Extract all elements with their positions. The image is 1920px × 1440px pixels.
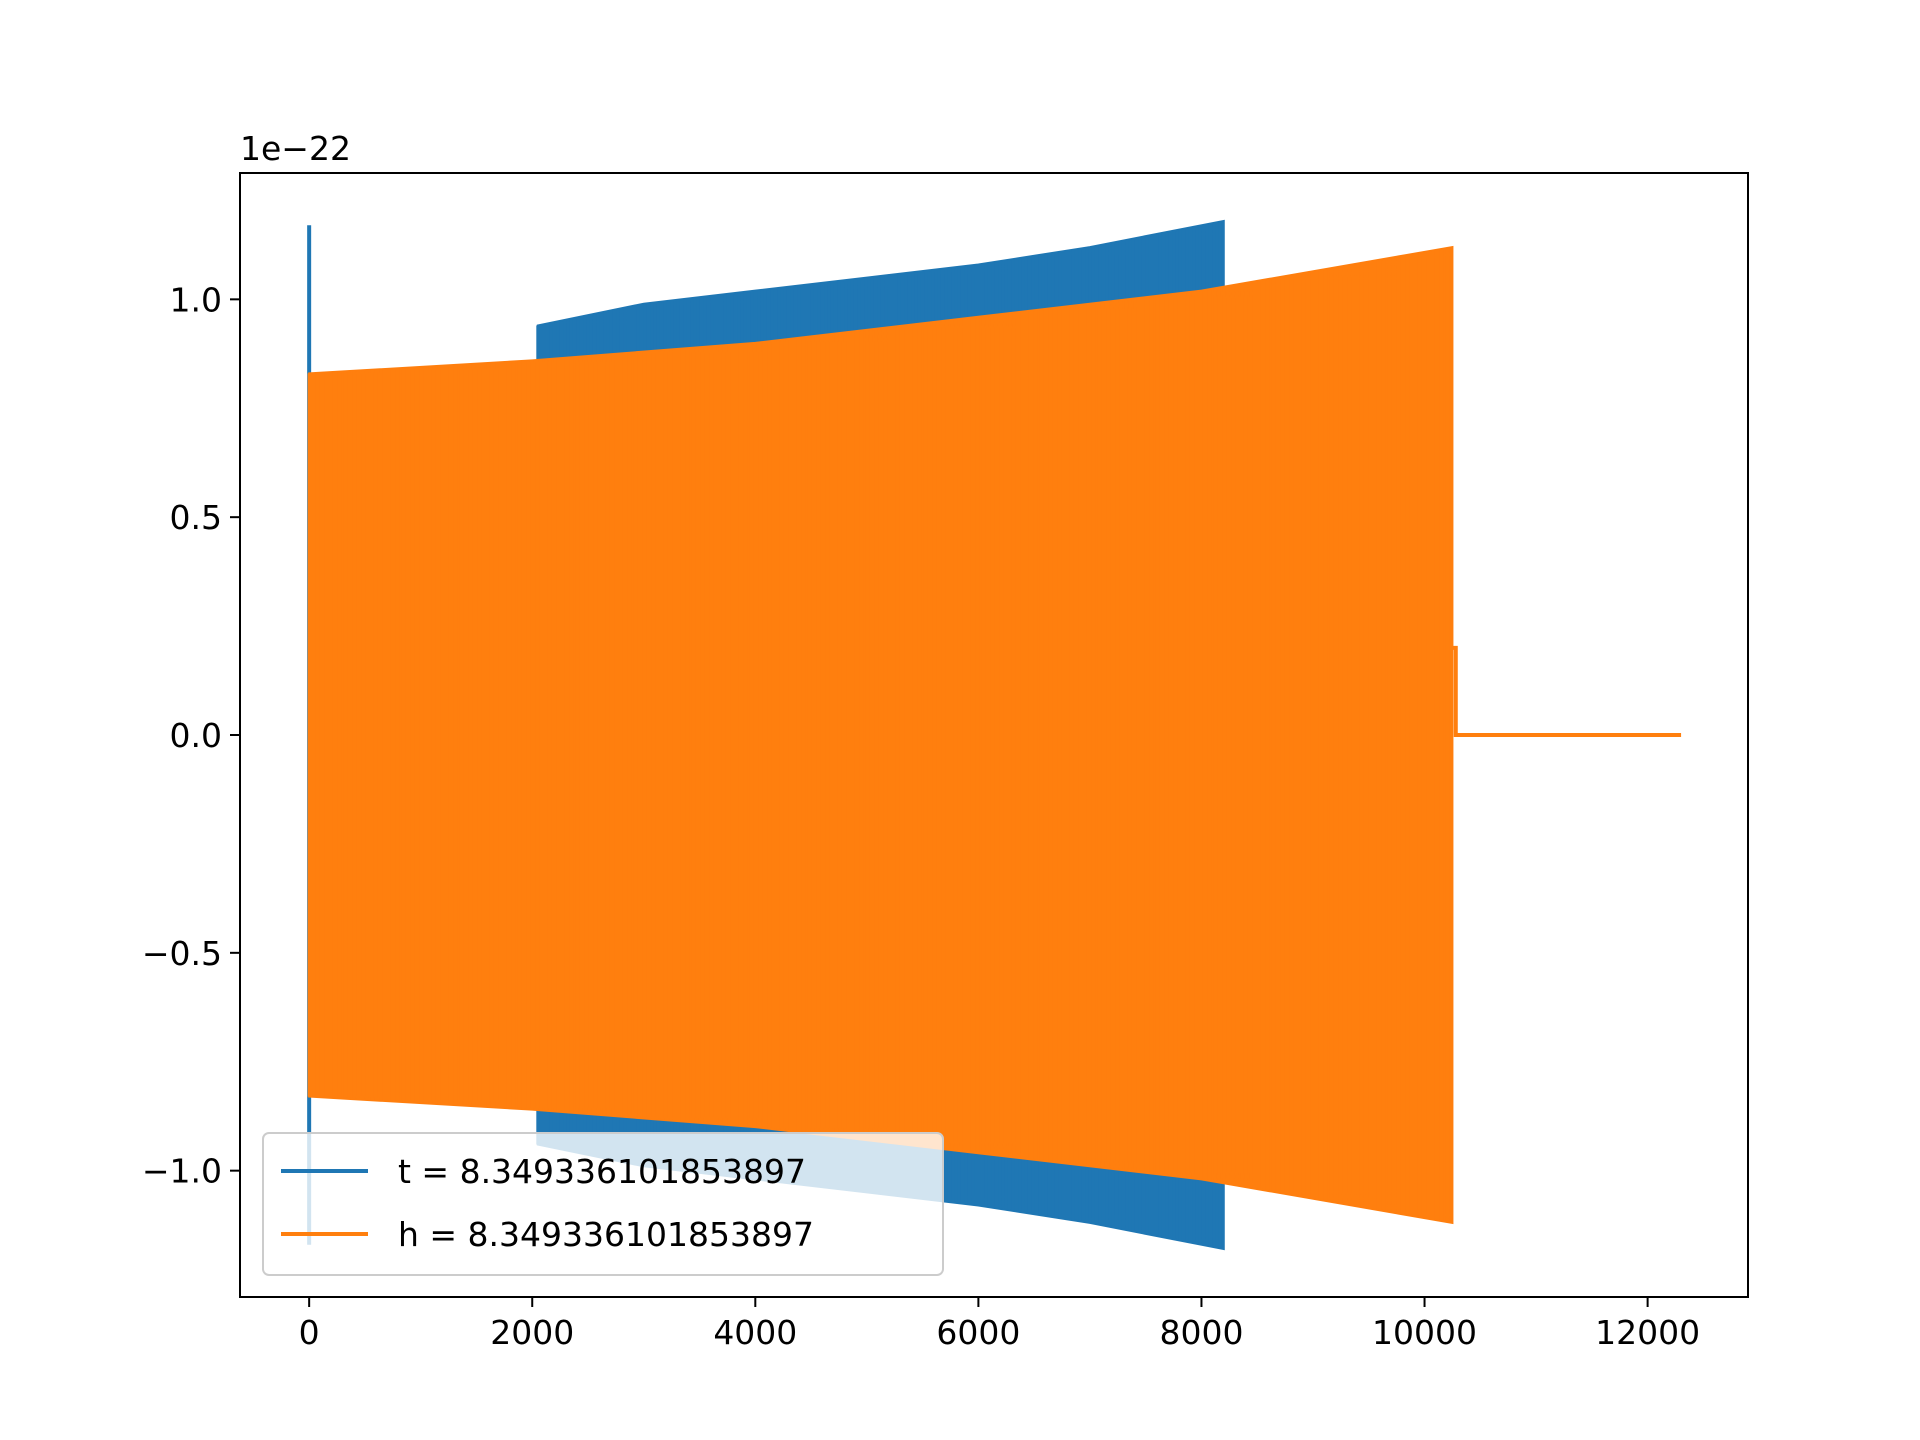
series-tail-h: [1452, 645, 1682, 737]
x-axis: 0 2000 4000 6000 8000 10000 12000: [299, 1297, 1700, 1352]
x-tick-label: 0: [299, 1313, 320, 1352]
plot-area: [307, 219, 1682, 1251]
x-tick-label: 10000: [1372, 1313, 1477, 1352]
x-tick-label: 6000: [936, 1313, 1020, 1352]
legend: t = 8.349336101853897 h = 8.3493361018538…: [262, 1132, 944, 1276]
y-tick-label: −0.5: [142, 934, 222, 973]
y-tick-label: 0.5: [170, 498, 222, 537]
x-tick-label: 2000: [490, 1313, 574, 1352]
y-tick-label: 1.0: [170, 280, 222, 319]
series-line-h: [307, 247, 1453, 1223]
x-tick-label: 4000: [713, 1313, 797, 1352]
y-tick-label: −1.0: [142, 1152, 222, 1191]
y-tick-label: 0.0: [170, 716, 222, 755]
y-axis: −1.0 −0.5 0.0 0.5 1.0: [142, 280, 240, 1191]
y-offset-text: 1e−22: [240, 129, 351, 168]
legend-label: t = 8.349336101853897: [398, 1152, 806, 1191]
legend-box: [262, 1132, 944, 1276]
x-tick-label: 12000: [1595, 1313, 1700, 1352]
legend-label: h = 8.349336101853897: [398, 1215, 814, 1254]
x-tick-label: 8000: [1159, 1313, 1243, 1352]
